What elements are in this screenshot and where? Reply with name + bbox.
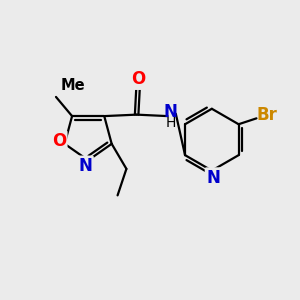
Text: O: O [52, 132, 66, 150]
Text: Br: Br [256, 106, 277, 124]
Text: O: O [131, 70, 145, 88]
Text: N: N [78, 157, 92, 175]
Text: H: H [165, 116, 176, 130]
Text: Me: Me [60, 77, 85, 92]
Text: N: N [206, 169, 220, 187]
Text: N: N [164, 103, 177, 121]
